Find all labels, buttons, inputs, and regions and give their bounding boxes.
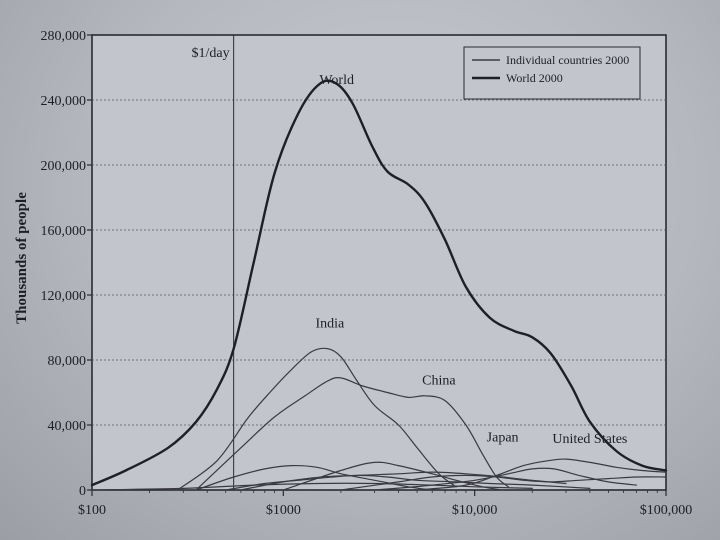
- y-tick-label: 280,000: [41, 29, 87, 44]
- y-tick-label: 0: [79, 484, 86, 499]
- reference-line-label: $1/day: [192, 46, 230, 61]
- series-line-world: [90, 79, 668, 487]
- series-label-india: India: [315, 317, 345, 332]
- series-label-china: China: [422, 373, 456, 388]
- series-line-united-states: [416, 458, 667, 491]
- legend-box: [463, 46, 641, 100]
- plot-frame: [91, 34, 667, 491]
- series-label-united-states: United States: [552, 432, 627, 447]
- series-line-country-9: [340, 474, 667, 491]
- y-tick-label: 160,000: [41, 224, 87, 239]
- y-axis-title: Thousands of people: [14, 192, 30, 324]
- series-line-india: [177, 347, 457, 491]
- series-line-country-10: [91, 482, 533, 491]
- series-labels: World India China Japan United States: [315, 73, 627, 447]
- y-tick-label: 80,000: [48, 354, 87, 369]
- series-label-world: World: [319, 73, 354, 88]
- x-tick-label: $10,000: [452, 503, 498, 518]
- series-line-country-7: [282, 461, 504, 491]
- plot-area: [91, 34, 667, 491]
- legend: Individual countries 2000 World 2000: [463, 46, 641, 100]
- series-line-japan: [374, 467, 637, 491]
- legend-entry-label: World 2000: [506, 71, 563, 85]
- y-tick-label: 200,000: [41, 159, 87, 174]
- series-lines: [90, 79, 668, 491]
- axes: 0 40,000 80,000 120,000 160,000 200,000 240,00…: [41, 29, 693, 518]
- x-tick-label: $1000: [266, 503, 301, 518]
- legend-entry-label: Individual countries 2000: [506, 53, 629, 67]
- x-tick-label: $100: [78, 503, 106, 518]
- reference-line-group: $1/day: [192, 35, 235, 490]
- series-line-china: [195, 377, 509, 491]
- x-tick-label: $100,000: [640, 503, 693, 518]
- series-line-country-5: [195, 464, 433, 491]
- y-tick-label: 40,000: [48, 419, 87, 434]
- series-line-country-8: [240, 471, 567, 491]
- y-tick-label: 120,000: [41, 289, 87, 304]
- y-tick-label: 240,000: [41, 94, 87, 109]
- series-label-japan: Japan: [487, 430, 519, 445]
